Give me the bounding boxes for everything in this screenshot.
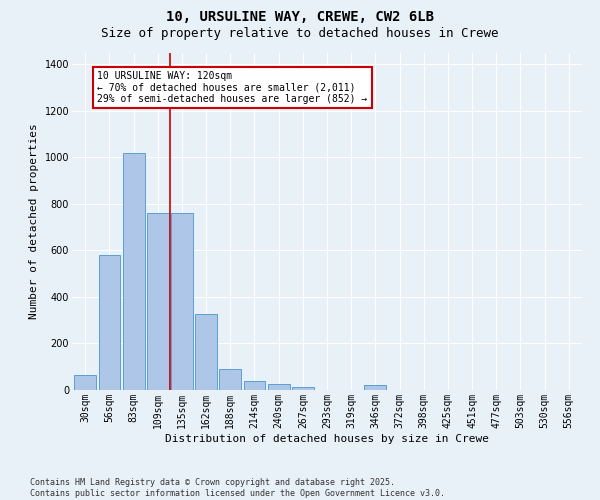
Bar: [123, 152, 145, 390]
X-axis label: Distribution of detached houses by size in Crewe: Distribution of detached houses by size …: [165, 434, 489, 444]
Bar: [74, 375, 96, 390]
Bar: [292, 386, 314, 390]
Bar: [244, 381, 265, 390]
Bar: [364, 386, 386, 390]
Bar: [171, 213, 193, 390]
Text: Size of property relative to detached houses in Crewe: Size of property relative to detached ho…: [101, 28, 499, 40]
Bar: [147, 213, 169, 390]
Bar: [220, 369, 241, 390]
Bar: [195, 314, 217, 390]
Text: 10 URSULINE WAY: 120sqm
← 70% of detached houses are smaller (2,011)
29% of semi: 10 URSULINE WAY: 120sqm ← 70% of detache…: [97, 71, 368, 104]
Bar: [268, 384, 290, 390]
Y-axis label: Number of detached properties: Number of detached properties: [29, 124, 39, 319]
Text: 10, URSULINE WAY, CREWE, CW2 6LB: 10, URSULINE WAY, CREWE, CW2 6LB: [166, 10, 434, 24]
Text: Contains HM Land Registry data © Crown copyright and database right 2025.
Contai: Contains HM Land Registry data © Crown c…: [30, 478, 445, 498]
Bar: [98, 256, 121, 390]
